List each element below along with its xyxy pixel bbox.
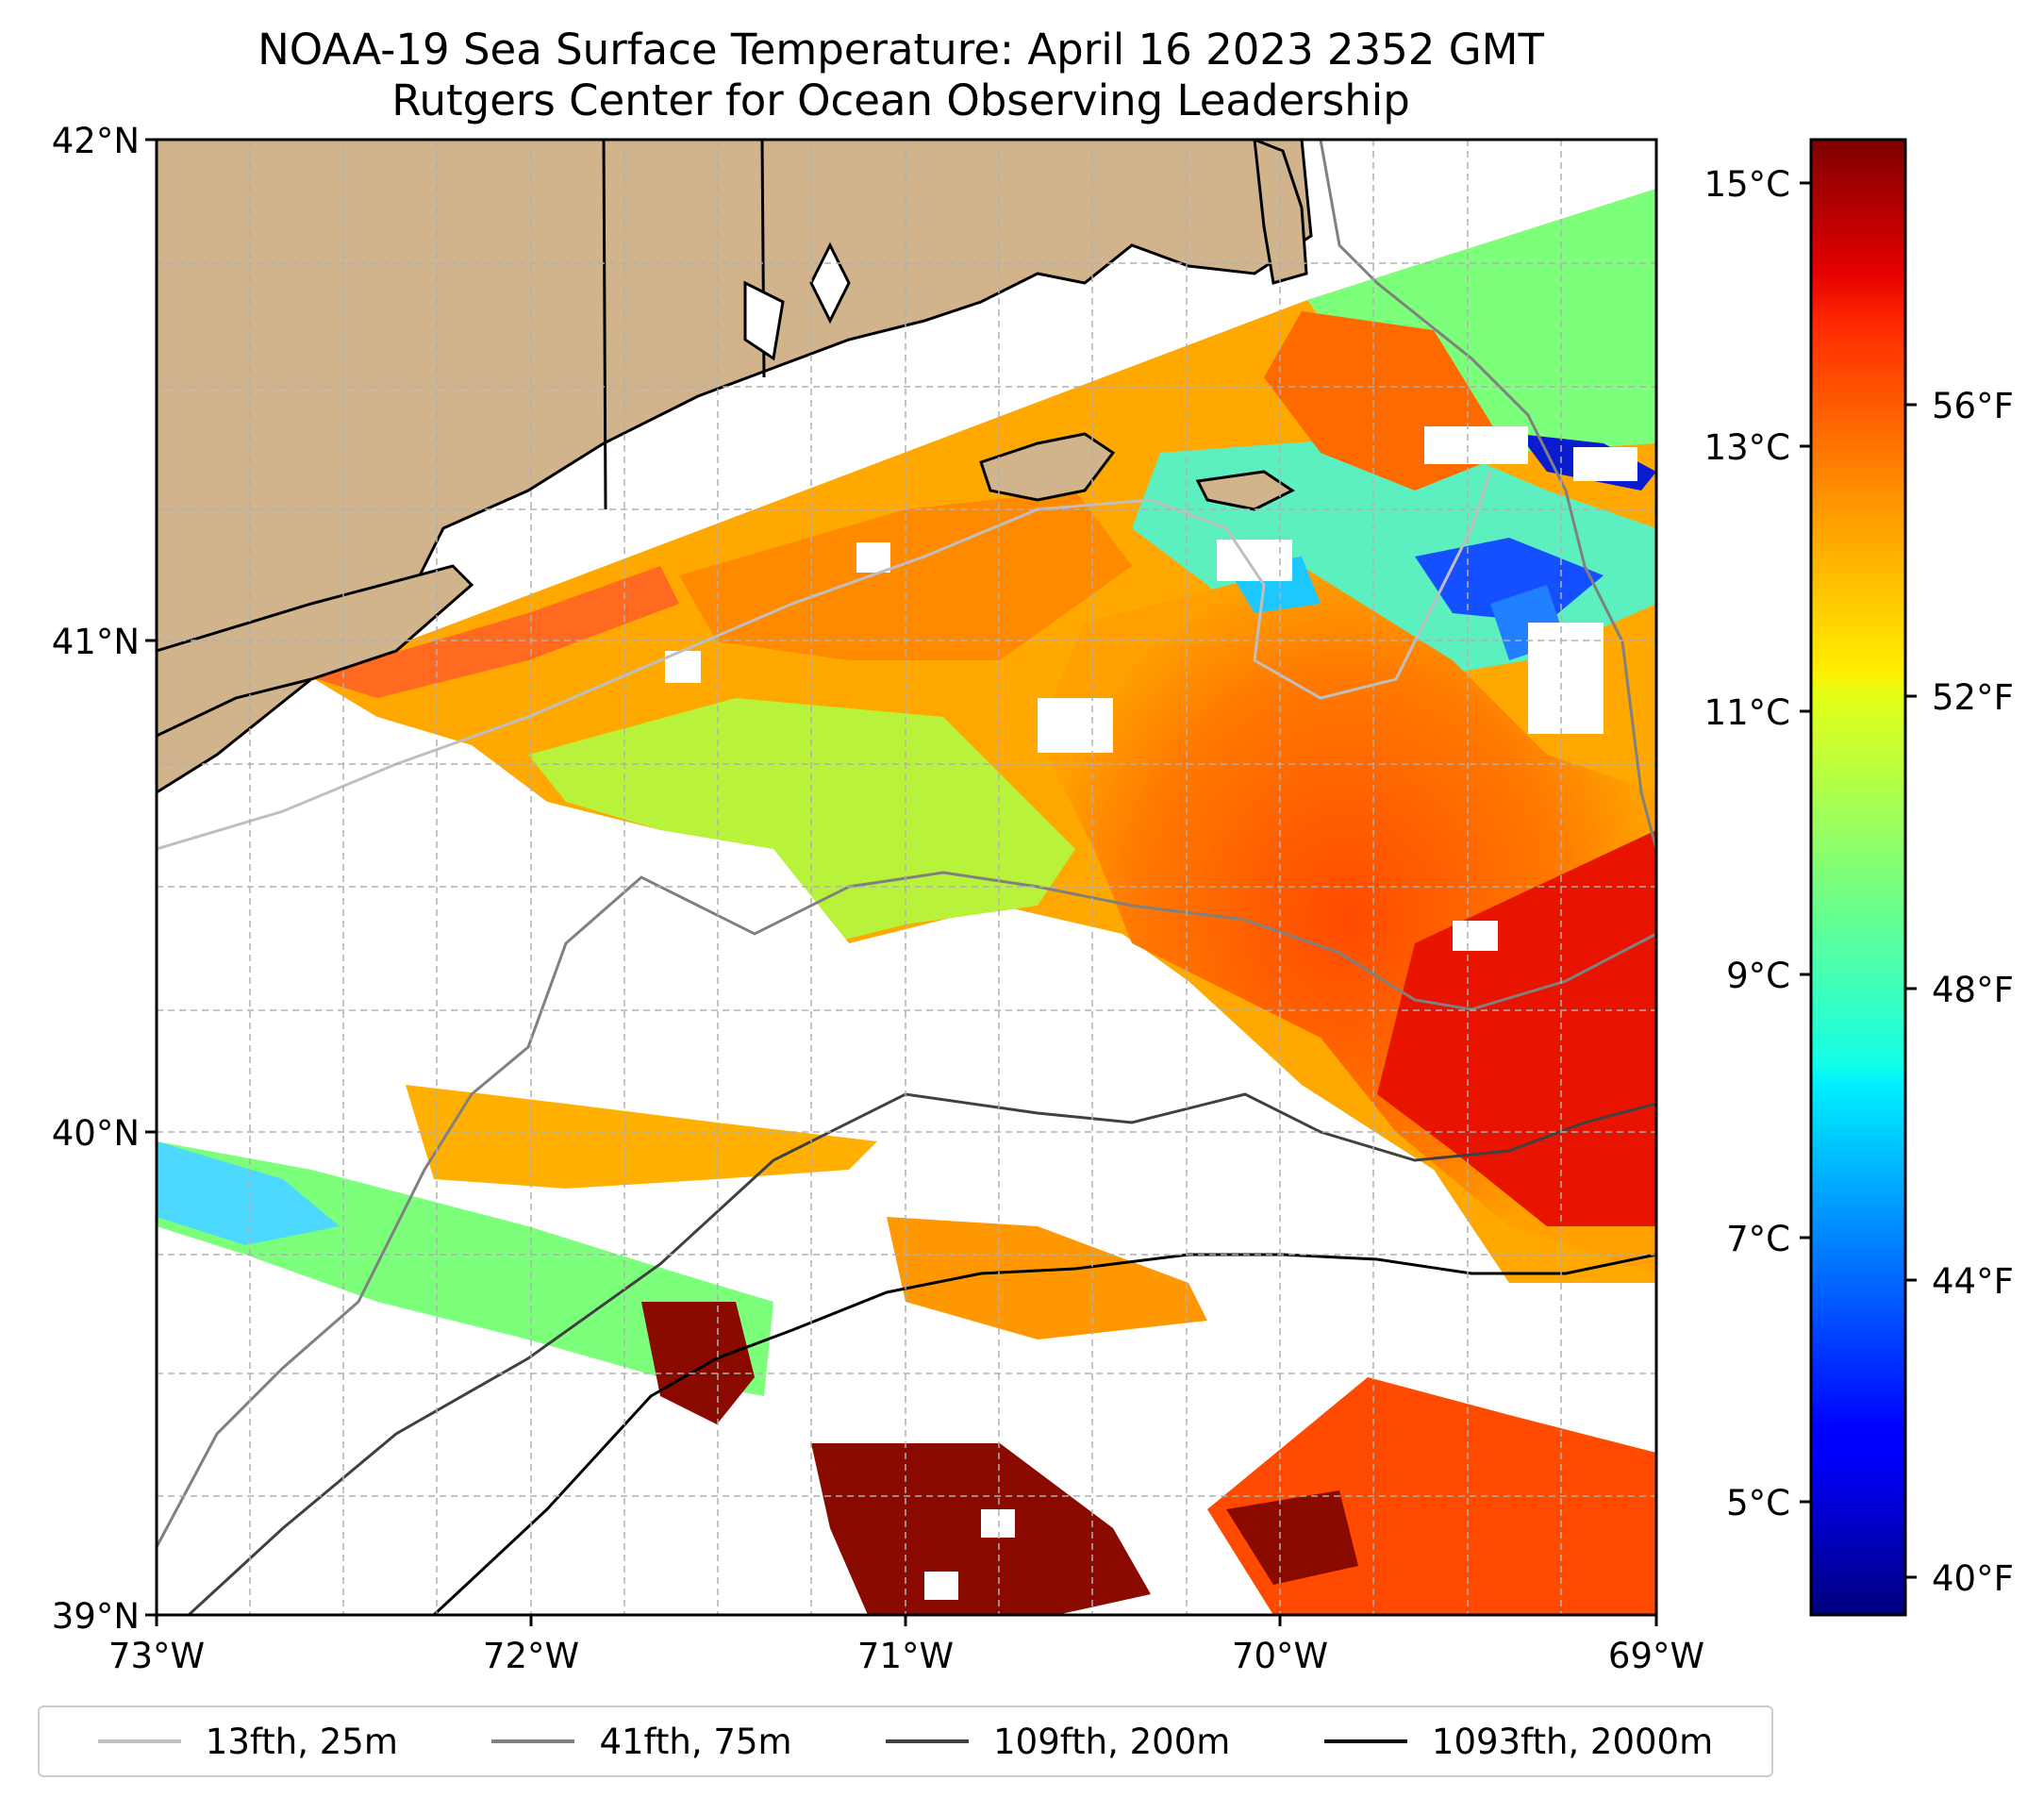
celsius-label: 9°C (1726, 956, 1790, 996)
lat-label: 42°N (52, 121, 140, 161)
legend-label: 1093fth, 2000m (1431, 1721, 1714, 1762)
fahrenheit-labels: 56°F 52°F 48°F 44°F 40°F (1932, 386, 2014, 1599)
fahrenheit-label: 40°F (1932, 1558, 2014, 1599)
legend-item: 1093fth, 2000m (1323, 1721, 1714, 1762)
legend-label: 109fth, 200m (993, 1721, 1231, 1762)
legend-label: 41fth, 75m (599, 1721, 792, 1762)
legend-item: 13fth, 25m (97, 1721, 398, 1762)
legend-line-75m (491, 1739, 575, 1743)
lon-labels: 73°W 72°W 71°W 70°W 69°W (108, 1636, 1704, 1676)
land-mass (157, 140, 1313, 794)
map-title: NOAA-19 Sea Surface Temperature: April 1… (258, 25, 1544, 75)
legend-item: 41fth, 75m (491, 1721, 792, 1762)
colorbar-ticks (1800, 181, 1917, 1579)
fahrenheit-label: 44°F (1932, 1261, 2014, 1302)
celsius-label: 5°C (1726, 1483, 1790, 1523)
legend-line-2000m (1323, 1739, 1407, 1743)
legend-item: 109fth, 200m (886, 1722, 1230, 1762)
lat-labels: 42°N 41°N 40°N 39°N (52, 121, 140, 1637)
map-subtitle: Rutgers Center for Ocean Observing Leade… (391, 75, 1410, 125)
lon-label: 69°W (1608, 1636, 1704, 1676)
axis-ticks (145, 138, 1658, 1626)
lon-label: 73°W (108, 1636, 205, 1676)
celsius-label: 13°C (1704, 427, 1790, 468)
fahrenheit-label: 56°F (1932, 386, 2014, 426)
lat-label: 41°N (52, 622, 140, 662)
contour-legend: 13fth, 25m 41fth, 75m 109fth, 200m 1093f… (38, 1705, 1773, 1777)
celsius-label: 15°C (1704, 164, 1790, 205)
lat-label: 39°N (52, 1596, 140, 1637)
lon-label: 70°W (1232, 1636, 1328, 1676)
colorbar (1809, 138, 1907, 1617)
fahrenheit-label: 52°F (1932, 677, 2014, 718)
legend-label: 13fth, 25m (205, 1721, 398, 1762)
lon-label: 72°W (483, 1636, 579, 1676)
sst-patches-south (157, 821, 1656, 1615)
lat-label: 40°N (52, 1113, 140, 1154)
legend-line-200m (886, 1739, 970, 1743)
cloud-gaps (157, 426, 1637, 1600)
lon-label: 71°W (857, 1636, 954, 1676)
celsius-label: 11°C (1704, 692, 1790, 733)
bathymetry-contours (157, 140, 1656, 1615)
gridlines (157, 140, 1656, 1615)
fahrenheit-label: 48°F (1932, 970, 2014, 1010)
celsius-label: 7°C (1726, 1219, 1790, 1259)
legend-line-25m (97, 1739, 181, 1743)
celsius-labels: 15°C 13°C 11°C 9°C 7°C 5°C (1704, 164, 1790, 1523)
